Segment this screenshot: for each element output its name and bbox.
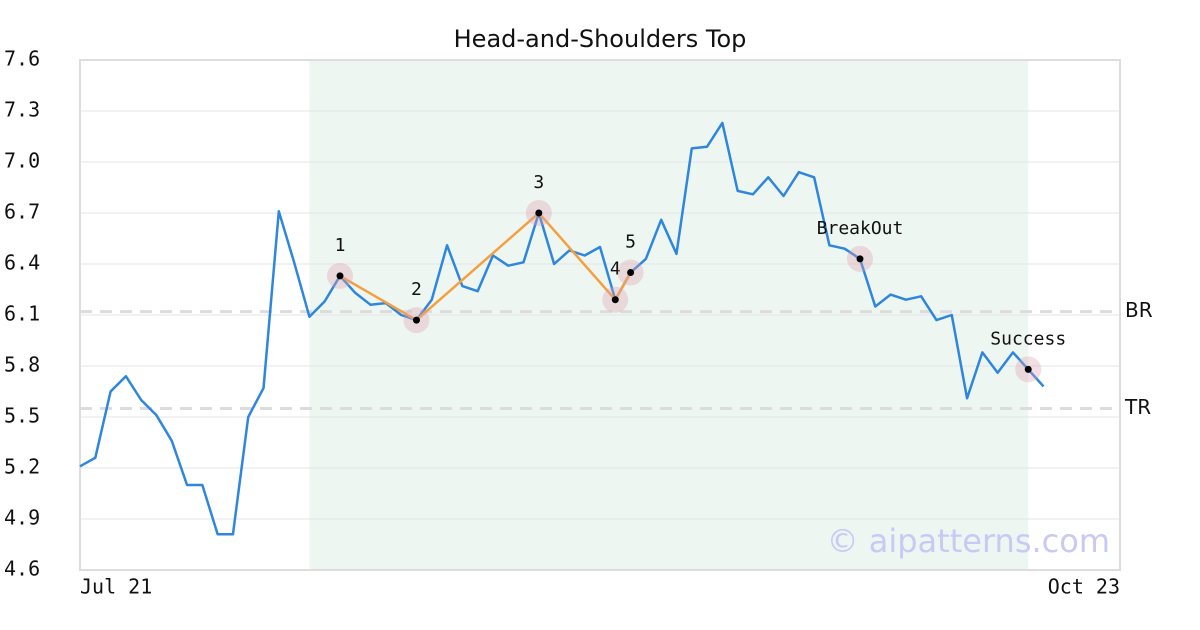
plot-frame [79, 59, 1121, 571]
y-tick-label: 7.0 [4, 149, 40, 173]
marker-dot [412, 316, 420, 324]
x-tick-label: Jul 21 [80, 575, 152, 599]
marker-dot [856, 255, 864, 263]
y-tick-label: 5.2 [4, 455, 40, 479]
y-tick-label: 6.7 [4, 200, 40, 224]
marker-dot [627, 269, 635, 276]
watermark: © aipatterns.com [827, 522, 1110, 560]
marker-label: 4 [610, 259, 621, 280]
marker-label: 5 [625, 232, 636, 253]
y-tick-label: 4.9 [4, 506, 40, 530]
y-tick-label: 7.6 [4, 47, 40, 71]
y-tick-label: 6.4 [4, 251, 40, 275]
marker-dot [611, 296, 619, 304]
marker-label: 3 [533, 172, 544, 193]
marker-dot [1024, 365, 1032, 373]
y-tick-label: 4.6 [4, 557, 40, 581]
y-tick-label: 5.5 [4, 404, 40, 428]
marker-dot [535, 209, 543, 217]
chart-title: Head-and-Shoulders Top [454, 25, 747, 53]
reference-label: TR [1124, 395, 1151, 419]
x-tick-label: Oct 23 [1048, 575, 1120, 599]
marker-label: 2 [411, 279, 422, 300]
marker-label: 1 [335, 235, 346, 256]
price-line [79, 121, 1045, 536]
y-tick-label: 5.8 [4, 353, 40, 377]
marker-label: Success [990, 328, 1066, 349]
reference-label: BR [1125, 298, 1153, 322]
y-tick-label: 6.1 [4, 302, 40, 326]
y-tick-label: 7.3 [4, 98, 40, 122]
marker-dot [336, 272, 344, 280]
marker-label: BreakOut [817, 218, 904, 239]
